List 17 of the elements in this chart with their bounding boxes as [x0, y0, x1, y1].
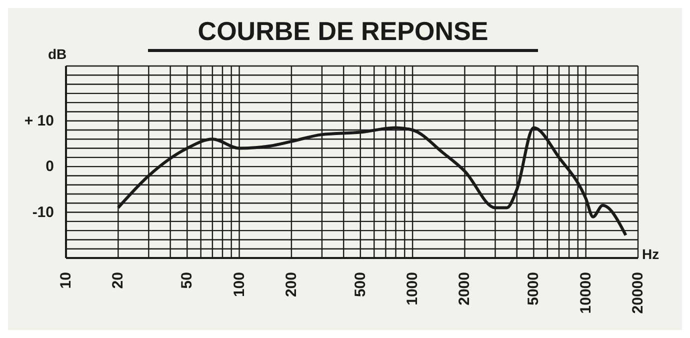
- x-tick-label: 50: [178, 272, 196, 289]
- y-axis-title: dB: [48, 46, 67, 62]
- x-tick-label: 500: [352, 272, 369, 298]
- x-tick-label: 5000: [525, 272, 542, 306]
- x-tick-label: 2000: [456, 272, 474, 306]
- x-axis-title: Hz: [642, 246, 660, 262]
- x-tick-label: 200: [282, 272, 300, 298]
- x-tick-label: 20000: [630, 272, 646, 314]
- y-tick-label: 0: [46, 158, 54, 176]
- y-tick-label: -10: [32, 204, 54, 221]
- x-tick-label: 100: [230, 272, 248, 298]
- x-tick-label: 20: [110, 272, 127, 289]
- x-tick-label: 10: [58, 272, 74, 289]
- chart-title: COURBE DE REPONSE: [148, 16, 538, 52]
- x-tick-label: 1000: [404, 272, 422, 306]
- y-tick-label: + 10: [24, 112, 54, 130]
- x-tick-label: 10000: [577, 272, 594, 314]
